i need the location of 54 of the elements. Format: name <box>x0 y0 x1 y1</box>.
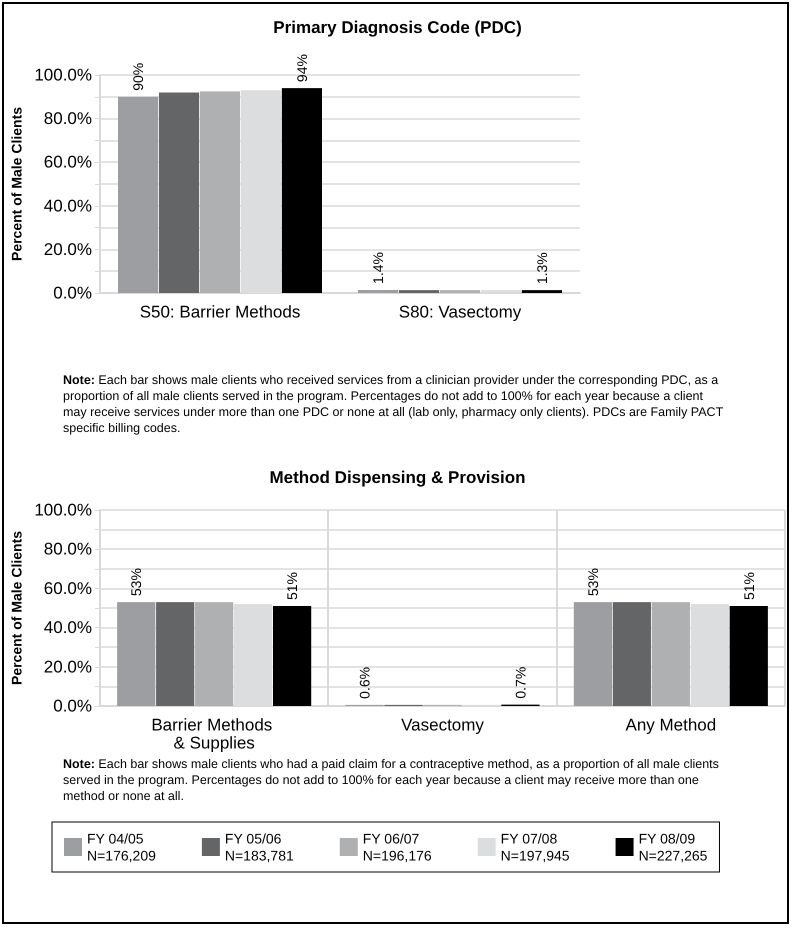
bar <box>730 606 768 706</box>
y-tick-label: 60.0% <box>44 152 92 172</box>
y-tick-label: 40.0% <box>44 618 92 638</box>
y-axis-title: Percent of Male Clients <box>8 106 24 262</box>
x-tick-label: S80: Vasectomy <box>398 302 522 322</box>
data-label: 1.3% <box>534 252 550 284</box>
bar <box>118 96 158 293</box>
y-tick-label: 100.0% <box>34 500 92 520</box>
data-label: 53% <box>128 568 144 596</box>
y-tick-label: 0.0% <box>53 696 92 716</box>
chart-title: Method Dispensing & Provision <box>270 468 526 487</box>
bar <box>195 602 234 706</box>
data-label: 51% <box>284 572 300 600</box>
legend-label: FY 04/05 N=176,209 <box>87 830 156 864</box>
y-tick-label: 20.0% <box>44 657 92 676</box>
bar <box>117 602 156 706</box>
legend-label: FY 07/08 N=197,945 <box>500 830 570 864</box>
data-label: 94% <box>294 54 310 82</box>
bar <box>612 602 651 706</box>
legend-label: FY 06/07 N=196,176 <box>362 830 432 864</box>
y-tick-label: 40.0% <box>44 196 92 216</box>
chart-title: Primary Diagnosis Code (PDC) <box>273 18 522 37</box>
bar <box>574 602 612 706</box>
x-tick-label: S50: Barrier Methods <box>140 302 300 322</box>
x-tick-label: Vasectomy <box>401 716 484 734</box>
bar <box>358 290 398 293</box>
y-tick-label: 80.0% <box>44 109 92 128</box>
legend-label: FY 08/09 N=227,265 <box>638 830 708 864</box>
bar <box>200 91 240 293</box>
data-label: 51% <box>740 572 757 600</box>
data-label: 0.6% <box>356 666 373 699</box>
bar <box>398 290 440 293</box>
x-tick-label: Any Method <box>625 716 716 734</box>
bar <box>440 290 480 293</box>
legend-label: FY 05/06 N=183,781 <box>224 830 294 864</box>
data-label: 90% <box>130 62 146 91</box>
text: Note: Each bar shows male clients who received services from a clinician provider under the corresponding PDC, as a proportion of all male clients served in the program. Percentages do not add to 100% for each year because a client may receive services under more than one PDC or none at all (lab only, pharmacy only clients). PDCs are Family PACT specific billing codes. <box>63 372 724 436</box>
bar <box>652 602 690 706</box>
bar <box>282 88 322 293</box>
data-label: 0.7% <box>512 666 528 699</box>
bar <box>273 606 312 706</box>
x-tick-label: Barrier Methods & Supplies <box>151 716 278 752</box>
bar <box>522 290 562 293</box>
y-tick-label: 80.0% <box>44 540 92 559</box>
bar <box>156 602 194 706</box>
y-tick-label: 60.0% <box>44 578 92 598</box>
y-axis-title: Percent of Male Clients <box>8 530 24 686</box>
y-tick-label: 100.0% <box>34 66 92 84</box>
y-tick-label: 0.0% <box>53 284 92 302</box>
text: Note: Each bar shows male clients who had a paid claim for a contraceptive method, as a proportion of all male clients served in the program. Percentages do not add to 100% for each year because a client may receive more than one method or none at all. <box>63 756 720 804</box>
data-label: 53% <box>584 568 601 596</box>
y-tick-label: 20.0% <box>44 240 92 259</box>
data-label: 1.4% <box>370 252 386 284</box>
bar <box>158 92 200 293</box>
